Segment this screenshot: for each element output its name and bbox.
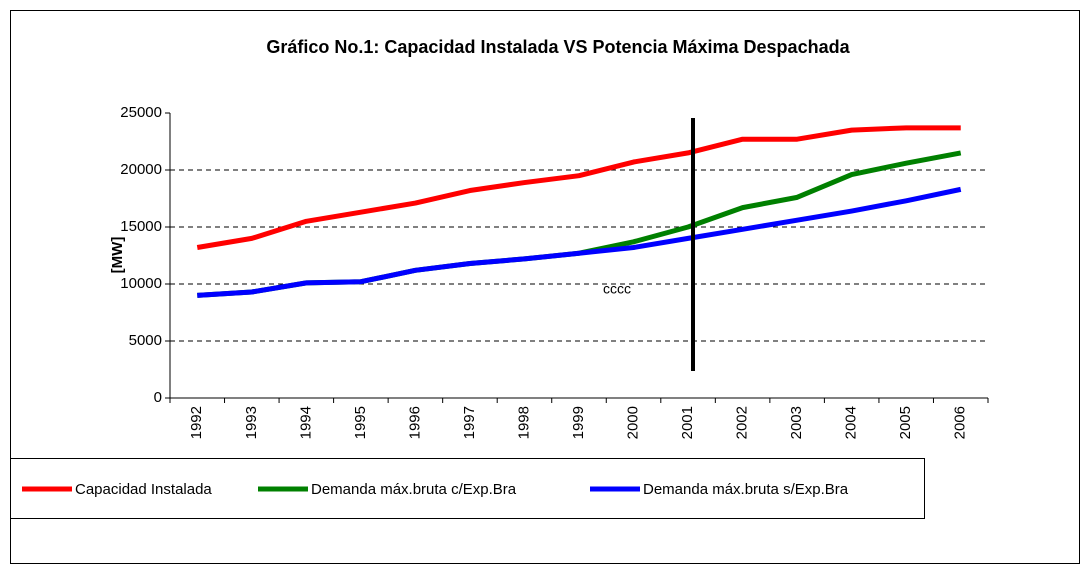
x-tick-label: 2004 (843, 406, 860, 439)
x-tick-label: 2003 (788, 406, 805, 439)
x-tick-label: 1999 (570, 406, 587, 439)
y-tick-label: 20000 (120, 161, 162, 178)
y-axis-label: [MW] (109, 237, 126, 274)
series-line (197, 186, 962, 298)
annotation: cccc (603, 281, 631, 297)
x-tick-label: 1995 (352, 406, 369, 439)
legend-label: Capacidad Instalada (75, 481, 212, 498)
x-tick-label: 1997 (461, 406, 478, 439)
legend (10, 458, 925, 519)
x-tick-label: 2006 (952, 406, 969, 439)
chart-title: Gráfico No.1: Capacidad Instalada VS Pot… (266, 37, 850, 57)
y-tick-label: 25000 (120, 104, 162, 121)
x-tick-label: 2001 (679, 406, 696, 439)
legend-label: Demanda máx.bruta s/Exp.Bra (643, 481, 849, 498)
x-tick-label: 1992 (188, 406, 205, 439)
y-tick-label: 10000 (120, 275, 162, 292)
x-tick-label: 2002 (734, 406, 751, 439)
x-tick-label: 1994 (297, 406, 314, 439)
x-tick-label: 1996 (406, 406, 423, 439)
x-tick-label: 2000 (625, 406, 642, 439)
x-tick-label: 1998 (515, 406, 532, 439)
series-line (196, 125, 961, 250)
y-tick-label: 5000 (129, 332, 162, 349)
y-tick-label: 15000 (120, 218, 162, 235)
legend-label: Demanda máx.bruta c/Exp.Bra (311, 481, 517, 498)
x-tick-label: 1993 (243, 406, 260, 439)
x-tick-label: 2005 (897, 406, 914, 439)
y-tick-label: 0 (154, 389, 162, 406)
